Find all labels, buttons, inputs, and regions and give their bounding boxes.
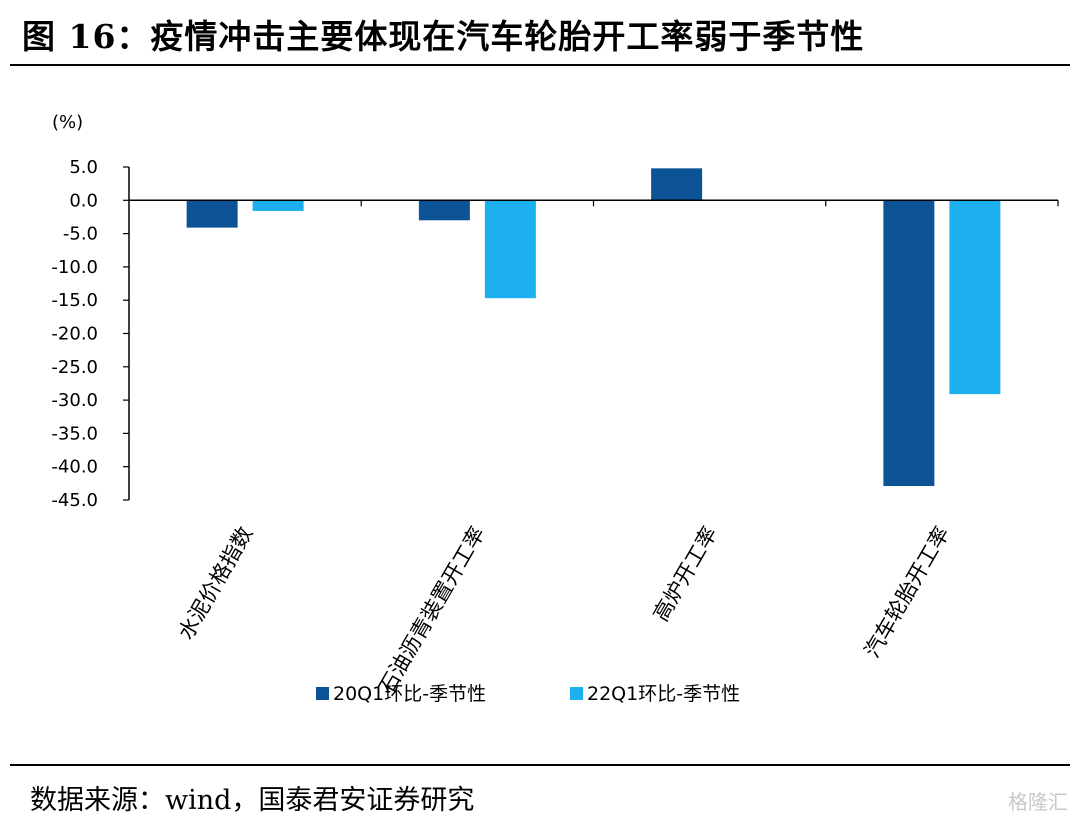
bars	[186, 168, 1001, 487]
y-tick-label: -35.0	[51, 423, 98, 444]
bar-22q1	[949, 200, 1001, 395]
y-tick-label: -5.0	[63, 224, 98, 245]
y-tick-label: 5.0	[69, 157, 98, 178]
legend-swatch	[316, 687, 329, 700]
bar-22q1	[252, 200, 304, 211]
y-tick-label: -40.0	[51, 457, 98, 478]
bar-chart: 5.0 0.0 -5.0 -10.0 -15.0 -20.0 -25.0 -30.0 -35.0…	[51, 112, 1059, 705]
y-tick-label: -20.0	[51, 324, 98, 345]
y-tick-label: -15.0	[51, 290, 98, 311]
bar-20q1	[883, 200, 935, 487]
y-unit-label: (%)	[52, 112, 83, 133]
y-tick-label: -10.0	[51, 257, 98, 278]
source-rule	[10, 764, 1070, 766]
legend-label: 20Q1环比-季节性	[333, 683, 486, 705]
watermark-logo: 格隆汇	[1008, 790, 1068, 814]
title-rule	[10, 64, 1070, 66]
bar-22q1	[484, 200, 536, 299]
y-axis: 5.0 0.0 -5.0 -10.0 -15.0 -20.0 -25.0 -30.0 -35.0…	[51, 112, 130, 511]
bar-20q1	[186, 200, 238, 228]
source-note: 数据来源：wind，国泰君安证券研究	[30, 785, 475, 816]
y-tick-label: -25.0	[51, 357, 98, 378]
category-label: 石油沥青装置开工率	[374, 523, 489, 699]
bar-20q1	[418, 200, 470, 221]
legend: 20Q1环比-季节性 22Q1环比-季节性	[316, 683, 740, 705]
category-label: 汽车轮胎开工率	[860, 523, 954, 662]
y-tick-label: -30.0	[51, 390, 98, 411]
category-label: 水泥价格指数	[174, 523, 258, 644]
bar-20q1	[651, 168, 703, 201]
y-tick-label: 0.0	[69, 190, 98, 211]
legend-swatch	[570, 687, 583, 700]
y-tick-label: -45.0	[51, 490, 98, 511]
category-label: 高炉开工率	[649, 523, 722, 626]
legend-label: 22Q1环比-季节性	[587, 683, 740, 705]
figure-title: 图 16：疫情冲击主要体现在汽车轮胎开工率弱于季节性	[22, 17, 865, 56]
